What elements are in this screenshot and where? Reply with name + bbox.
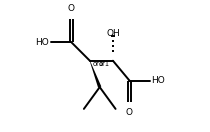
- Text: O: O: [126, 108, 133, 117]
- Text: O: O: [68, 4, 75, 13]
- Text: or1: or1: [93, 61, 104, 67]
- Text: OH: OH: [106, 29, 120, 38]
- Polygon shape: [90, 61, 101, 88]
- Text: HO: HO: [35, 38, 49, 47]
- Text: or1: or1: [99, 61, 110, 67]
- Text: HO: HO: [151, 76, 165, 85]
